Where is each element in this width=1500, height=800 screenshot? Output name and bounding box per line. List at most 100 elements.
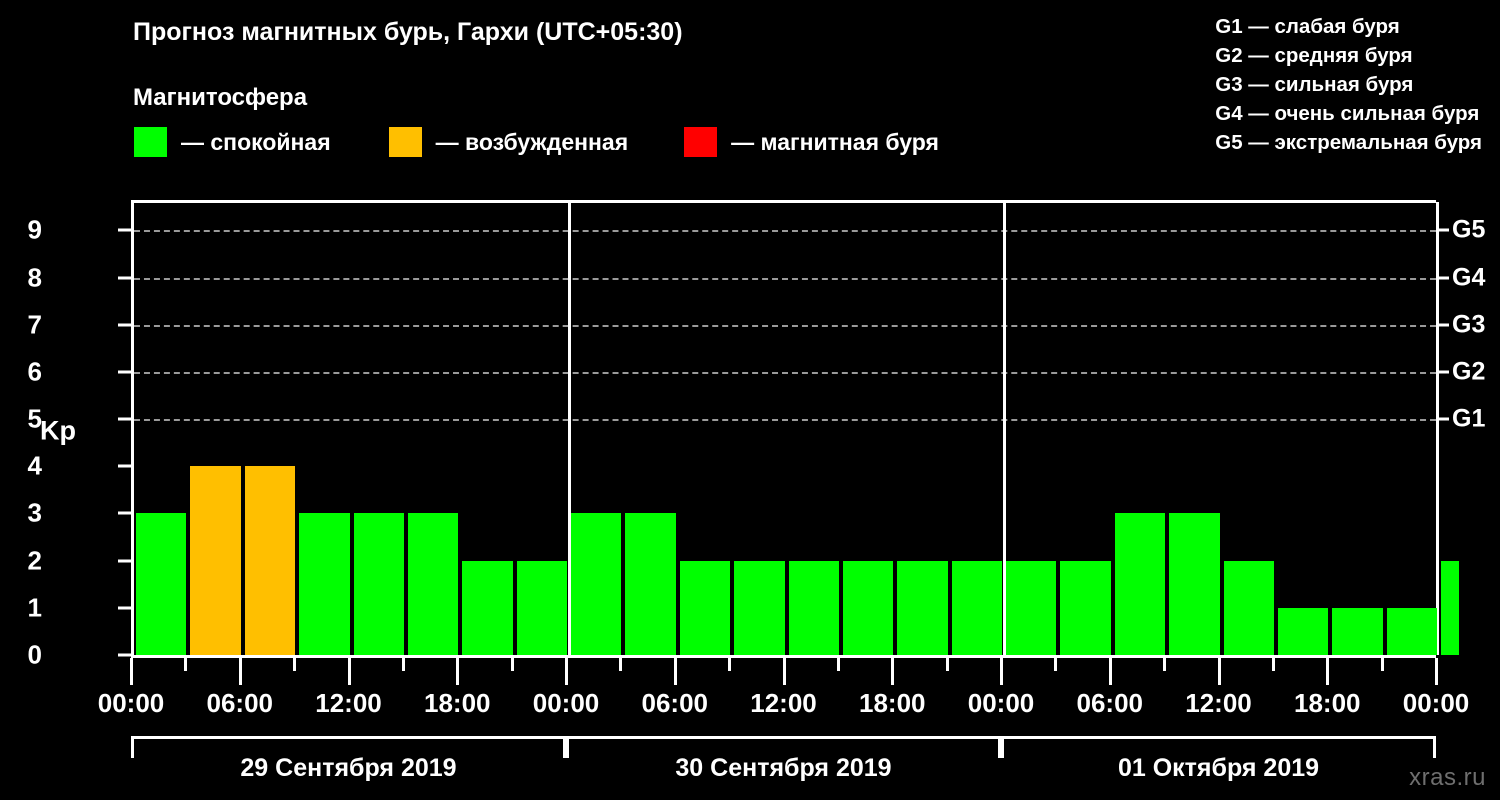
x-tick-label-2: 12:00 [315,688,382,718]
y-tick-mark-1 [118,606,131,610]
x-tick-label-8: 00:00 [967,688,1035,718]
date-bracket-1 [131,736,566,758]
x-tick-label-0: 00:00 [97,688,165,718]
x-tick-label-7: 18:00 [859,688,926,718]
date-bracket-3 [1001,736,1436,758]
x-tick-major-20 [1217,658,1221,685]
bar-day1-slot5[interactable] [353,513,404,655]
legend-item-calm: — спокойная [133,126,331,158]
gscale-legend-row-3: G3 — сильная буря [1215,73,1414,96]
y-tick-mark-0 [118,653,131,657]
g-tick-mark-G2 [1436,370,1449,374]
x-tick-major-2 [238,658,242,685]
y-tick-mark-8 [118,276,131,279]
g-tick-label-G1: G1 [1452,404,1486,433]
g-tick-label-G2: G2 [1452,357,1486,386]
legend-item-unsettled: — возбужденная [387,126,628,158]
bar-day1-slot2[interactable] [190,466,241,655]
x-tick-minor-7 [510,658,514,671]
bar-day3-slot1[interactable] [1006,560,1057,655]
x-tick-minor-9 [619,658,623,671]
bar-day1-slot3[interactable] [244,466,296,655]
x-tick-major-18 [1108,658,1112,685]
watermark: xras.ru [1409,764,1486,791]
bar-day3-slot4[interactable] [1169,513,1220,655]
gridline-kp-7 [134,324,1436,327]
bar-day2-slot7[interactable] [897,560,948,655]
bar-day1-slot8[interactable] [516,560,567,655]
x-tick-major-24 [1435,658,1438,685]
y-tick-mark-7 [118,323,131,327]
x-tick-major-10 [673,658,677,685]
x-tick-major-14 [891,658,895,685]
bar-day3-slot7[interactable] [1332,607,1383,655]
magnetosphere-heading: Магнитосфера [133,84,308,111]
bar-day3-slot3[interactable] [1114,513,1166,655]
bar-day1-slot4[interactable] [299,513,350,655]
x-tick-label-11: 18:00 [1294,688,1361,718]
magnetosphere-legend: — спокойная — возбужденная — магнитная б… [133,126,939,158]
calm-swatch-icon [133,126,168,158]
bar-day2-slot8[interactable] [951,560,1002,655]
x-tick-label-1: 06:00 [206,688,274,718]
magnetosphere-legend-block: Магнитосфера — спокойная — возбужденная … [133,84,939,158]
g-tick-label-G4: G4 [1452,263,1486,291]
gscale-legend: G1 — слабая буря G2 — средняя буря G3 — си… [1215,12,1482,157]
plot-area [131,202,1459,655]
bar-day2-slot3[interactable] [679,560,731,655]
x-tick-major-0 [130,658,133,685]
x-tick-label-3: 18:00 [424,688,491,718]
y-tick-mark-5 [118,417,131,421]
bar-day3-slot9[interactable] [1441,560,1459,655]
date-label-2: 30 Сентября 2019 [675,754,892,782]
bar-day1-slot1[interactable] [136,513,187,655]
x-tick-minor-1 [184,658,188,671]
gscale-legend-row-4: G4 — очень сильная буря [1215,102,1480,125]
x-tick-major-16 [1000,658,1003,685]
date-bracket-2 [566,736,1001,758]
bar-day1-slot6[interactable] [407,513,459,655]
x-tick-label-5: 06:00 [641,688,709,718]
x-tick-minor-19 [1163,658,1167,671]
g-tick-label-G5: G5 [1452,215,1486,244]
bar-day2-slot6[interactable] [842,560,894,655]
bar-day2-slot5[interactable] [788,560,839,655]
bar-day2-slot2[interactable] [625,513,676,655]
x-tick-minor-15 [945,658,949,671]
x-tick-major-22 [1326,658,1330,685]
y-tick-label-1: 1 [27,592,42,623]
plot-baseline [131,655,1436,658]
g-tick-label-G3: G3 [1452,310,1486,339]
x-tick-label-10: 12:00 [1185,688,1252,718]
gridline-kp-6 [134,371,1436,374]
bar-day3-slot5[interactable] [1223,560,1274,655]
x-tick-minor-23 [1380,658,1384,671]
bar-day3-slot2[interactable] [1060,560,1111,655]
x-tick-minor-3 [293,658,297,671]
bar-day3-slot8[interactable] [1386,607,1437,655]
g-tick-mark-G4 [1436,276,1449,279]
bar-day2-slot1[interactable] [571,513,622,655]
x-tick-minor-21 [1271,658,1275,671]
bar-day2-slot4[interactable] [734,560,785,655]
bar-day1-slot7[interactable] [462,560,513,655]
y-tick-label-4: 4 [27,450,42,481]
y-tick-mark-6 [118,370,131,374]
x-tick-minor-17 [1054,658,1058,671]
date-label-1: 29 Сентября 2019 [240,754,457,782]
gscale-legend-row-5: G5 — экстремальная буря [1215,131,1482,154]
y-tick-label-6: 6 [27,356,42,387]
x-tick-major-8 [565,658,568,685]
gscale-legend-row-1: G1 — слабая буря [1215,15,1400,38]
gscale-legend-row-2: G2 — средняя буря [1215,44,1413,67]
legend-item-storm: — магнитная буря [683,126,939,158]
legend-label-calm: — спокойная [181,128,331,155]
y-tick-label-5: 5 [27,403,42,434]
g-tick-mark-G5 [1436,228,1449,232]
g-tick-mark-G3 [1436,323,1449,327]
y-tick-label-3: 3 [27,497,42,528]
x-tick-major-4 [347,658,351,685]
y-axis-title: Kp [40,415,76,446]
x-tick-major-12 [782,658,786,685]
bar-day3-slot6[interactable] [1277,607,1329,655]
